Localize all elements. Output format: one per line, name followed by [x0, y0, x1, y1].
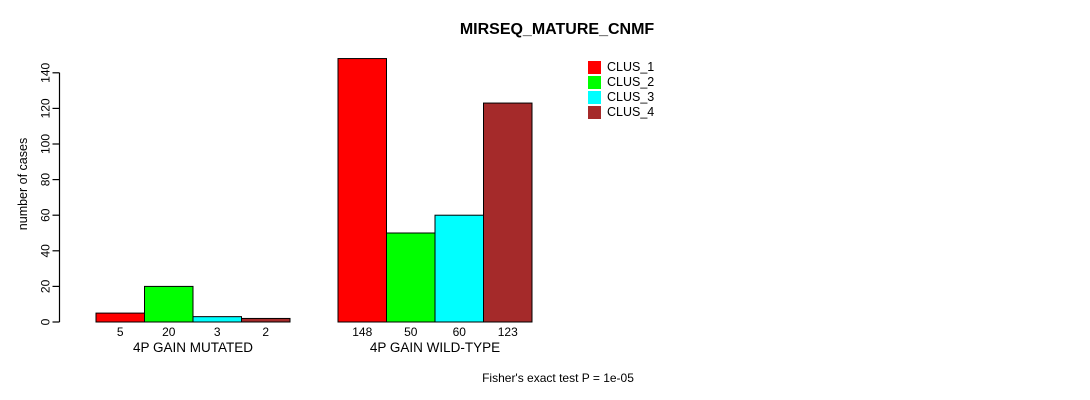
bar-clus_1-group1: [95, 312, 145, 323]
y-tick-label: 20: [39, 279, 53, 293]
bar-clus_4-group2: [483, 102, 533, 323]
legend-swatch-icon: [588, 106, 601, 119]
y-tick-label: 80: [39, 173, 53, 187]
bar-value-label: 50: [404, 325, 418, 339]
bar-value-label: 60: [453, 325, 467, 339]
legend-swatch-icon: [588, 61, 601, 74]
bar-clus_1-group2: [337, 58, 387, 323]
y-tick-label: 40: [39, 244, 53, 258]
bar-clus_2-group1: [144, 285, 194, 323]
bar-value-label: 20: [162, 325, 176, 339]
y-tick-label: 120: [39, 98, 53, 118]
bar-clus_3-group2: [434, 214, 484, 323]
legend: CLUS_1 CLUS_2 CLUS_3 CLUS_4: [588, 61, 654, 119]
legend-label: CLUS_1: [607, 60, 655, 74]
legend-label: CLUS_4: [607, 105, 655, 119]
legend-label: CLUS_3: [607, 90, 655, 104]
bar-value-label: 123: [498, 325, 518, 339]
chart-title: MIRSEQ_MATURE_CNMF: [459, 21, 655, 38]
category-label: 4P GAIN WILD-TYPE: [370, 340, 500, 355]
bar-value-label: 3: [214, 325, 221, 339]
legend-item-clus_3: CLUS_3: [588, 91, 654, 104]
category-label: 4P GAIN MUTATED: [133, 340, 253, 355]
y-tick-label: 60: [39, 208, 53, 222]
footnote: Fisher's exact test P = 1e-05: [482, 371, 634, 385]
legend-swatch-icon: [588, 76, 601, 89]
legend-item-clus_1: CLUS_1: [588, 61, 654, 74]
y-tick-label: 140: [39, 62, 53, 82]
bar-clus_3-group1: [192, 316, 242, 323]
legend-swatch-icon: [588, 91, 601, 104]
legend-item-clus_2: CLUS_2: [588, 76, 654, 89]
bar-clus_4-group1: [241, 317, 291, 323]
y-tick-label: 100: [39, 134, 53, 154]
bar-value-label: 5: [117, 325, 124, 339]
legend-label: CLUS_2: [607, 75, 655, 89]
bar-value-label: 2: [262, 325, 269, 339]
bar-clus_2-group2: [386, 232, 436, 323]
y-tick-label: 0: [39, 318, 53, 325]
legend-item-clus_4: CLUS_4: [588, 106, 654, 119]
bar-value-label: 148: [352, 325, 372, 339]
